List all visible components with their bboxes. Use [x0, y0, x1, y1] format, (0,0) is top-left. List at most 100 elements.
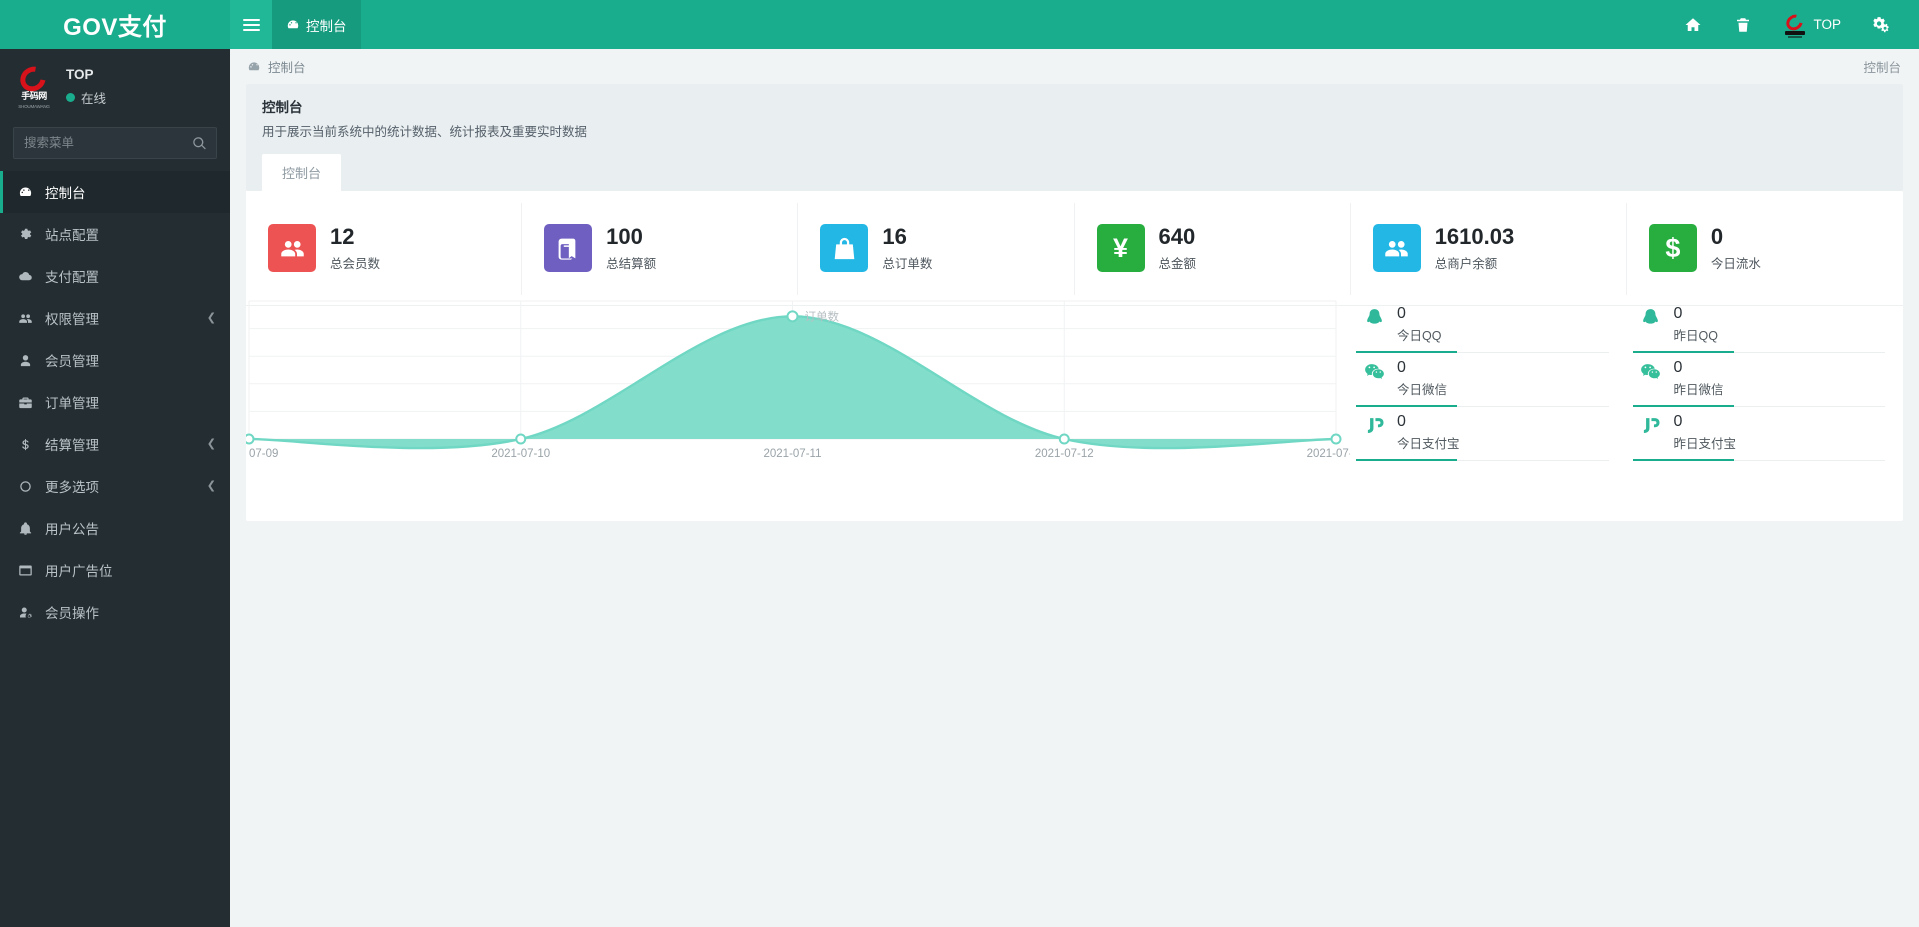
sidebar-item-label: 会员管理 [45, 354, 99, 369]
chevron-left-icon[interactable]: ❮ [206, 479, 216, 492]
user-cog-icon [17, 605, 34, 620]
sidebar-item-6[interactable]: 结算管理 ❮ [0, 423, 230, 465]
dashboard-lower: 订单数 07-09 2021-07-10 2021-07-11 2021-07-12 20… [246, 287, 1903, 487]
settings-button[interactable] [1857, 0, 1907, 49]
user-menu-button[interactable]: TOP [1768, 0, 1857, 49]
search-box[interactable] [13, 127, 217, 159]
sidebar-item-2[interactable]: 支付配置 [0, 255, 230, 297]
window-icon [17, 563, 34, 578]
sidebar-user-status: 在线 [66, 88, 106, 107]
payment-stat-text: 0 昨日QQ [1674, 305, 1718, 344]
home-button[interactable] [1668, 0, 1718, 49]
stat-label: 总金额 [1158, 256, 1197, 271]
stats-divider [246, 305, 1903, 307]
sidebar-item-1[interactable]: 站点配置 [0, 213, 230, 255]
users-icon [268, 224, 316, 273]
breadcrumb-bar: 控制台 控制台 [230, 49, 1919, 84]
top-header: GOV支付 控制台 [0, 0, 1919, 49]
nav-tab-dashboard[interactable]: 控制台 [272, 0, 361, 49]
sidebar-item-3[interactable]: 权限管理 ❮ [0, 297, 230, 339]
breadcrumb: 控制台 [247, 57, 306, 76]
trash-icon [1734, 16, 1752, 34]
chevron-left-icon[interactable]: ❮ [206, 311, 216, 324]
stat-tile-4[interactable]: 1610.03 总商户余额 [1351, 203, 1628, 296]
stat-text: 0 今日流水 [1711, 225, 1761, 272]
payment-stat-row[interactable]: 0 今日微信 [1356, 353, 1609, 408]
payment-stat-value: 0 [1673, 413, 1683, 431]
sidebar-item-0[interactable]: 控制台 [0, 171, 230, 213]
home-icon [1684, 16, 1702, 34]
nav-tab-label: 控制台 [306, 18, 347, 34]
search-input[interactable] [14, 136, 216, 150]
page-description: 用于展示当前系统中的统计数据、统计报表及重要实时数据 [262, 125, 588, 140]
book-icon [544, 224, 593, 273]
chevron-left-icon[interactable]: ❮ [206, 437, 216, 450]
qq-icon [1639, 305, 1663, 331]
payment-stat-value: 0 [1397, 359, 1406, 377]
avatar-logo-icon: 手码网 SHOUMAWANG [14, 61, 54, 109]
payment-stat-row[interactable]: 0 昨日微信 [1632, 353, 1885, 408]
stat-text: 12 总会员数 [330, 225, 380, 272]
topbar-actions: TOP [1668, 0, 1919, 49]
sidebar-item-4[interactable]: 会员管理 [0, 339, 230, 381]
stat-value: 100 [606, 223, 643, 249]
stat-label: 总订单数 [882, 256, 933, 271]
payment-stat-row[interactable]: 0 今日QQ [1356, 299, 1609, 354]
stat-tile-1[interactable]: 100 总结算额 [522, 203, 799, 296]
sidebar-user-block[interactable]: 手码网 SHOUMAWANG TOP 在线 [0, 49, 230, 123]
dashboard-icon [17, 185, 34, 200]
sidebar-item-8[interactable]: 用户公告 [0, 507, 230, 549]
dashboard-icon [247, 60, 261, 74]
stat-value: 0 [1710, 223, 1724, 249]
tab-dashboard[interactable]: 控制台 [262, 154, 342, 192]
brand-logo[interactable]: GOV支付 [0, 0, 230, 49]
sidebar-item-7[interactable]: 更多选项 ❮ [0, 465, 230, 507]
stat-tile-3[interactable]: ¥640 总金额 [1075, 203, 1351, 296]
stat-tile-0[interactable]: 12 总会员数 [246, 203, 523, 296]
svg-text:订单数: 订单数 [805, 310, 840, 324]
sidebar-item-5[interactable]: 订单管理 [0, 381, 230, 423]
stat-text: 640 总金额 [1159, 225, 1197, 272]
sidebar-item-label: 支付配置 [45, 270, 99, 285]
payment-stat-label: 昨日支付宝 [1673, 436, 1737, 451]
search-icon[interactable] [192, 136, 207, 151]
payment-stat-text: 0 昨日微信 [1674, 359, 1724, 398]
stat-tile-5[interactable]: $0 今日流水 [1627, 209, 1903, 287]
sidebar-item-label: 用户广告位 [45, 564, 113, 579]
avatar-logo-sub: SHOUMAWANG [18, 103, 50, 109]
clear-cache-button[interactable] [1718, 0, 1768, 49]
payment-stat-value: 0 [1673, 359, 1683, 377]
sidebar-item-label: 结算管理 [45, 438, 99, 453]
bell-icon [17, 521, 34, 536]
payment-stat-text: 0 今日微信 [1397, 359, 1447, 398]
yen-icon: ¥ [1096, 224, 1145, 273]
sidebar-menu: 控制台 站点配置 支付配置 权限管理 ❮ 会员管理 订单管理 结算管理 ❮ 更多选项 ❮ 用户公告 用户… [0, 171, 230, 633]
brand-title: GOV支付 [63, 14, 167, 41]
sidebar-item-10[interactable]: 会员操作 [0, 591, 230, 633]
stat-value: 12 [330, 223, 355, 249]
stat-text: 1610.03 总商户余额 [1435, 225, 1515, 272]
stat-tile-2[interactable]: 16 总订单数 [798, 203, 1075, 296]
payment-stat-row[interactable]: 0 今日支付宝 [1356, 407, 1609, 462]
stat-text: 16 总订单数 [882, 225, 932, 272]
sidebar-item-9[interactable]: 用户广告位 [0, 549, 230, 591]
main-content: 控制台 控制台 控制台 用于展示当前系统中的统计数据、统计报表及重要实时数据 控… [230, 49, 1919, 927]
menu-toggle-button[interactable] [230, 0, 272, 49]
users-icon [1372, 224, 1421, 273]
bag-icon [820, 224, 869, 273]
orders-chart-svg: 订单数 07-09 2021-07-10 2021-07-11 2021-07-12 20… [246, 300, 1350, 460]
payment-stat-row[interactable]: 0 昨日QQ [1632, 299, 1885, 354]
sidebar-user-status-label: 在线 [81, 92, 107, 106]
payment-stat-columns: 0 今日QQ 0 今日微信 0 今日支付宝 0 昨日QQ 0 昨日微信 0 昨日支付宝 [1350, 287, 1903, 487]
payment-stat-row[interactable]: 0 昨日支付宝 [1632, 407, 1885, 462]
briefcase-icon [17, 395, 34, 410]
payment-stat-label: 今日支付宝 [1397, 436, 1460, 451]
hamburger-icon [242, 16, 260, 34]
orders-chart[interactable]: 订单数 07-09 2021-07-10 2021-07-11 2021-07-12 20… [246, 287, 1350, 487]
sidebar-item-label: 用户公告 [45, 522, 99, 537]
payment-stat-value: 0 [1673, 305, 1683, 323]
dashboard-icon [286, 18, 300, 32]
sidebar-item-label: 订单管理 [45, 396, 99, 411]
